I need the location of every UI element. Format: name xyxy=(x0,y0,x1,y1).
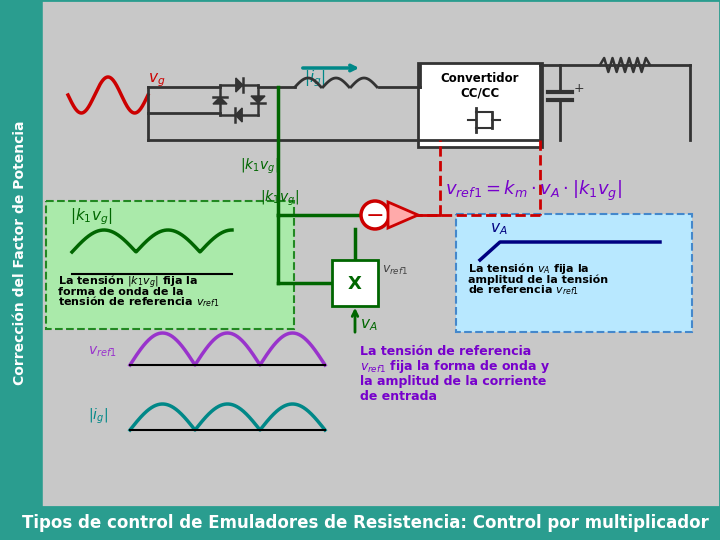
FancyBboxPatch shape xyxy=(418,63,542,147)
Text: amplitud de la tensión: amplitud de la tensión xyxy=(468,274,608,285)
Text: de entrada: de entrada xyxy=(360,390,437,403)
Text: $v_A$: $v_A$ xyxy=(490,221,508,237)
Text: $v_{ref1}$ fija la forma de onda y: $v_{ref1}$ fija la forma de onda y xyxy=(360,358,551,375)
FancyBboxPatch shape xyxy=(456,214,692,332)
Circle shape xyxy=(361,201,389,229)
Text: $v_g$: $v_g$ xyxy=(148,71,166,89)
Text: La tensión $|k_1v_g|$ fija la: La tensión $|k_1v_g|$ fija la xyxy=(58,273,198,291)
Text: La tensión $v_A$ fija la: La tensión $v_A$ fija la xyxy=(468,261,590,276)
Text: $|k_1v_g|$: $|k_1v_g|$ xyxy=(70,206,112,227)
Bar xyxy=(0,0,40,507)
FancyBboxPatch shape xyxy=(46,201,294,329)
Bar xyxy=(0,507,720,540)
Text: $|k_1v_g|$: $|k_1v_g|$ xyxy=(240,157,279,177)
Text: La tensión de referencia: La tensión de referencia xyxy=(360,345,531,358)
Text: de referencia $v_{ref1}$: de referencia $v_{ref1}$ xyxy=(468,283,579,297)
Text: $|k_1v_g|$: $|k_1v_g|$ xyxy=(260,189,299,208)
Text: $v_A$: $v_A$ xyxy=(360,318,377,333)
Text: tensión de referencia $v_{ref1}$: tensión de referencia $v_{ref1}$ xyxy=(58,294,220,309)
Text: la amplitud de la corriente: la amplitud de la corriente xyxy=(360,375,546,388)
Text: $|i_g|$: $|i_g|$ xyxy=(88,407,108,427)
Polygon shape xyxy=(235,108,242,122)
Text: CC/CC: CC/CC xyxy=(460,86,500,99)
Text: $v_{ref1} = k_m \cdot v_A \cdot |k_1v_g|$: $v_{ref1} = k_m \cdot v_A \cdot |k_1v_g|… xyxy=(445,179,622,203)
Text: $|i_g|$: $|i_g|$ xyxy=(304,68,326,89)
Polygon shape xyxy=(236,78,243,92)
Text: Convertidor: Convertidor xyxy=(441,72,519,85)
Text: Corrección del Factor de Potencia: Corrección del Factor de Potencia xyxy=(13,121,27,385)
Polygon shape xyxy=(251,96,265,103)
Text: X: X xyxy=(348,275,362,293)
Text: Tipos de control de Emuladores de Resistencia: Control por multiplicador: Tipos de control de Emuladores de Resist… xyxy=(22,514,708,532)
Text: −: − xyxy=(366,206,384,226)
Text: +: + xyxy=(574,82,585,94)
Polygon shape xyxy=(388,202,418,228)
FancyBboxPatch shape xyxy=(332,260,378,306)
Text: $v_{ref1}$: $v_{ref1}$ xyxy=(88,345,117,360)
Text: forma de onda de la: forma de onda de la xyxy=(58,287,184,297)
Polygon shape xyxy=(213,97,227,104)
Text: $v_{ref1}$: $v_{ref1}$ xyxy=(382,264,408,277)
